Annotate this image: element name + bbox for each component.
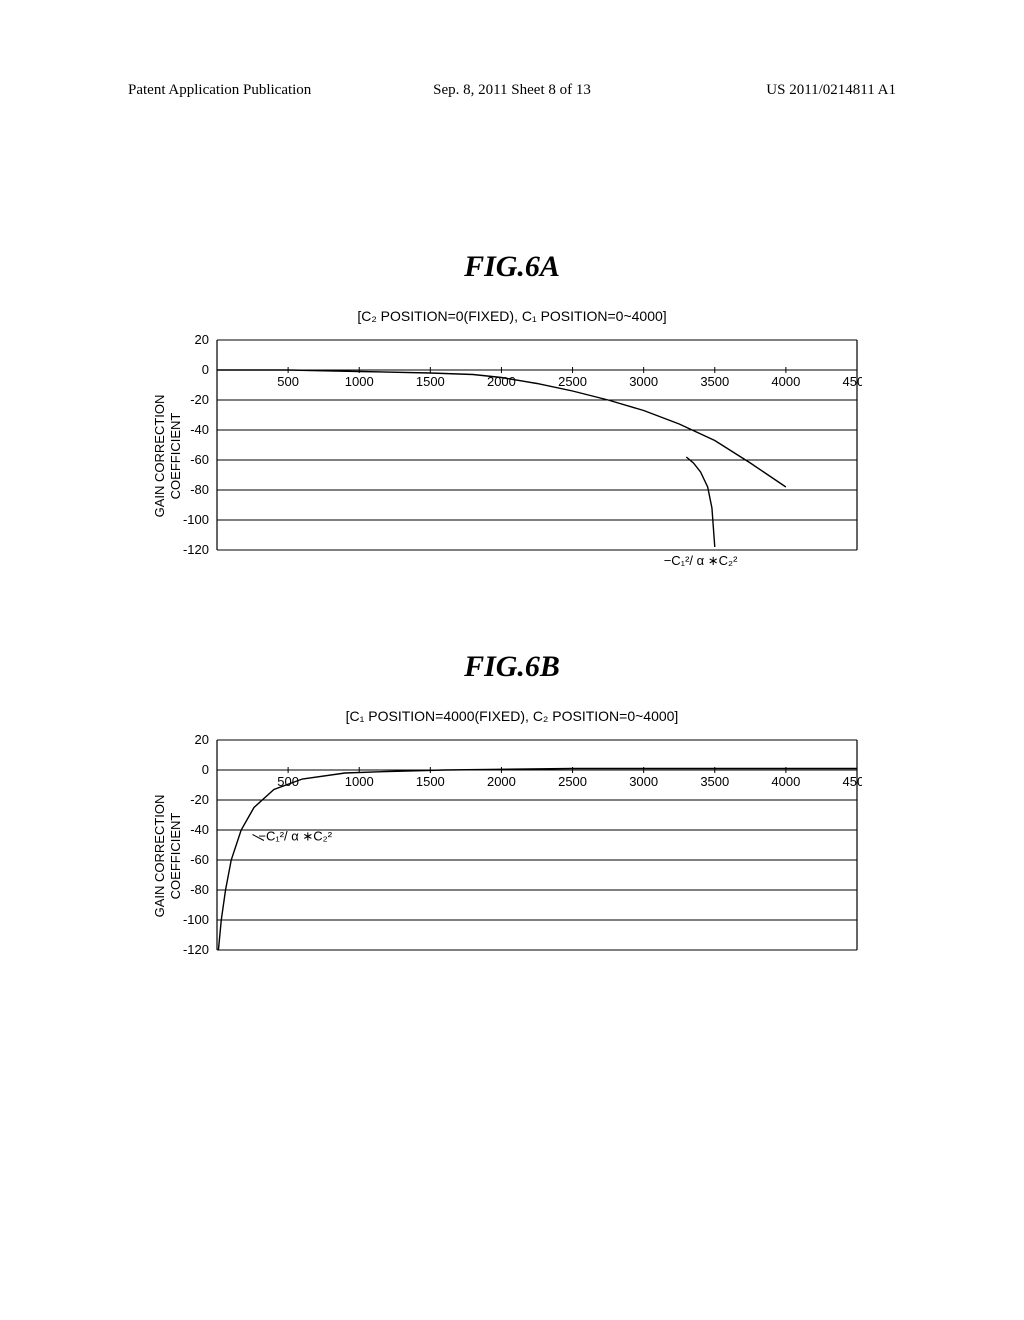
svg-text:-120: -120 [183,542,209,557]
svg-text:1500: 1500 [416,374,445,389]
svg-text:3000: 3000 [629,774,658,789]
svg-text:-120: -120 [183,942,209,957]
figure-6b-chart-wrap: GAIN CORRECTION COEFFICIENT 200-20-40-60… [162,730,862,982]
svg-text:-80: -80 [190,882,209,897]
svg-text:0: 0 [202,762,209,777]
svg-text:0: 0 [202,362,209,377]
svg-text:−C₁²/ α ∗C₂²: −C₁²/ α ∗C₂² [664,553,738,568]
svg-text:3500: 3500 [700,774,729,789]
header-center: Sep. 8, 2011 Sheet 8 of 13 [433,82,591,99]
svg-text:500: 500 [277,374,299,389]
svg-text:1000: 1000 [345,774,374,789]
header-right: US 2011/0214811 A1 [766,82,896,99]
svg-text:3000: 3000 [629,374,658,389]
svg-text:-60: -60 [190,852,209,867]
svg-text:-100: -100 [183,512,209,527]
figure-6a-block: FIG.6A [C₂ POSITION=0(FIXED), C₁ POSITIO… [0,250,1024,582]
svg-text:-40: -40 [190,822,209,837]
svg-text:2500: 2500 [558,774,587,789]
svg-text:-20: -20 [190,792,209,807]
svg-text:−C₁²/ α ∗C₂²: −C₁²/ α ∗C₂² [258,829,332,844]
svg-text:-60: -60 [190,452,209,467]
figure-6b-title: FIG.6B [0,650,1024,684]
svg-text:4500: 4500 [843,374,862,389]
figure-6b-ylabel: GAIN CORRECTION COEFFICIENT [152,795,183,918]
figure-6b-block: FIG.6B [C₁ POSITION=4000(FIXED), C₂ POSI… [0,650,1024,982]
page-header: Patent Application Publication Sep. 8, 2… [0,82,1024,99]
svg-text:4000: 4000 [771,774,800,789]
svg-text:3500: 3500 [700,374,729,389]
figure-6a-chart-wrap: GAIN CORRECTION COEFFICIENT 200-20-40-60… [162,330,862,582]
figure-6b-caption: [C₁ POSITION=4000(FIXED), C₂ POSITION=0~… [0,708,1024,724]
page: Patent Application Publication Sep. 8, 2… [0,0,1024,1320]
svg-text:2000: 2000 [487,774,516,789]
svg-text:4000: 4000 [771,374,800,389]
svg-text:-80: -80 [190,482,209,497]
figure-6b-chart: 200-20-40-60-80-100-12050010001500200025… [162,730,862,982]
svg-text:-100: -100 [183,912,209,927]
svg-text:1500: 1500 [416,774,445,789]
figure-6a-caption: [C₂ POSITION=0(FIXED), C₁ POSITION=0~400… [0,308,1024,324]
svg-text:20: 20 [195,732,209,747]
svg-text:4500: 4500 [843,774,862,789]
svg-text:2500: 2500 [558,374,587,389]
svg-text:20: 20 [195,332,209,347]
figure-6a-chart: 200-20-40-60-80-100-12050010001500200025… [162,330,862,582]
header-left: Patent Application Publication [128,82,311,99]
svg-text:-40: -40 [190,422,209,437]
figure-6a-title: FIG.6A [0,250,1024,284]
svg-text:1000: 1000 [345,374,374,389]
figure-6a-ylabel: GAIN CORRECTION COEFFICIENT [152,395,183,518]
svg-text:-20: -20 [190,392,209,407]
